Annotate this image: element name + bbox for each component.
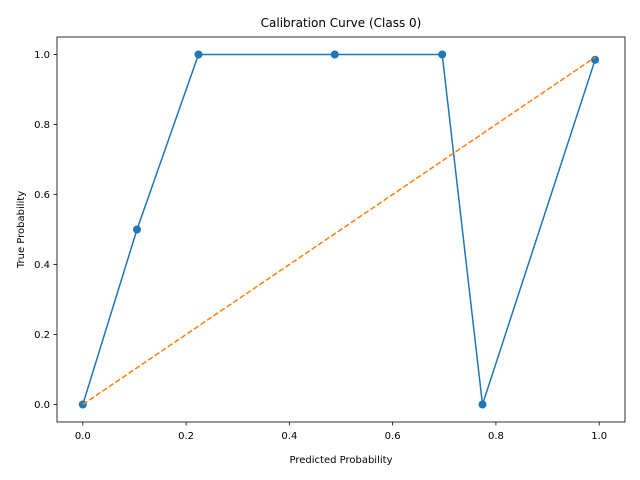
series-0-point-3 [330,50,339,59]
y-tick-label-0: 0.0 [34,400,50,411]
y-tick-label-3: 0.6 [34,190,50,201]
x-tick-label-5: 1.0 [591,431,607,442]
chart-title: Calibration Curve (Class 0) [261,16,422,30]
y-tick-label-4: 0.8 [34,120,50,131]
series-0-point-1 [133,225,141,234]
x-axis-label: Predicted Probability [290,455,393,466]
y-axis-label: True Probability [16,191,27,269]
x-tick-label-0: 0.0 [75,431,91,442]
x-tick-label-1: 0.2 [178,431,194,442]
series-0-point-6 [591,55,600,64]
y-tick-label-2: 0.4 [34,260,50,271]
axis-ticks: 0.0 0.2 0.4 0.6 0.8 1.0 0.0 0.2 0.4 0.6 0.8 1.0 [34,50,607,442]
x-tick-label-2: 0.4 [281,431,297,442]
x-tick-label-4: 0.8 [488,431,504,442]
y-tick-label-1: 0.2 [34,330,50,341]
y-tick-label-5: 1.0 [34,50,50,61]
x-tick-label-3: 0.6 [385,431,401,442]
plot-frame [56,36,626,423]
plot-area [78,50,600,409]
series-0-point-2 [194,50,203,59]
series-0-point-4 [438,50,447,59]
series-0-point-5 [478,400,487,409]
series-1-line [82,56,596,406]
